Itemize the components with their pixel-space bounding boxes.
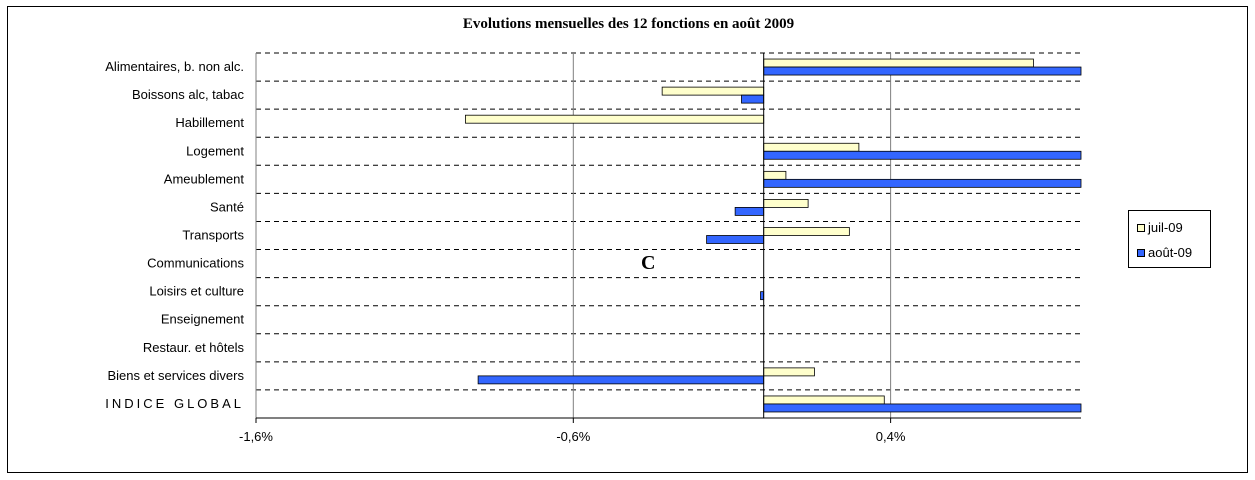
stray-annotation: C (641, 252, 655, 274)
category-label: Enseignement (161, 312, 244, 327)
legend-swatch-aout (1137, 248, 1145, 257)
legend-label-aout: août-09 (1148, 245, 1193, 260)
category-label: INDICE GLOBAL (105, 396, 244, 411)
bar-aout (763, 66, 1082, 76)
bar-aout (734, 207, 765, 216)
x-tick-label: 0,4% (876, 429, 906, 444)
bar-aout (763, 150, 1082, 160)
grid (255, 52, 1081, 419)
category-label: Santé (210, 199, 244, 214)
bar-aout (763, 178, 1082, 188)
legend-item-juil: juil-09 (1137, 220, 1183, 235)
category-label: Habillement (175, 115, 244, 130)
x-tick-label: -1,6% (239, 429, 273, 444)
bar-juil (763, 142, 860, 152)
category-label: Communications (147, 256, 244, 271)
bar-aout (477, 375, 765, 385)
bar-juil (763, 367, 815, 377)
bar-juil (763, 170, 787, 180)
bar-aout (741, 94, 765, 104)
bar-juil (763, 58, 1034, 68)
axes (255, 53, 1081, 423)
legend-swatch-juil (1137, 223, 1145, 232)
bar-juil (763, 199, 809, 208)
chart-title: Evolutions mensuelles des 12 fonctions e… (462, 16, 795, 32)
bar-aout (763, 403, 1082, 413)
chart-frame: Evolutions mensuelles des 12 fonctions e… (7, 6, 1248, 473)
bars (465, 58, 1082, 413)
bar-juil (763, 227, 850, 236)
legend: juil-09 août-09 (1128, 210, 1211, 268)
category-label: Ameublement (164, 171, 245, 186)
bar-juil (763, 395, 885, 405)
bar-aout (706, 235, 765, 244)
labels: -1,6% -0,6% 0,4% Alimentaires, b. non alc. B… (105, 59, 906, 444)
legend-item-aout: août-09 (1137, 245, 1192, 260)
category-label: Loisirs et culture (149, 284, 244, 299)
category-label: Boissons alc, tabac (132, 87, 245, 102)
category-label: Biens et services divers (107, 368, 244, 383)
category-label: Alimentaires, b. non alc. (105, 59, 244, 74)
bar-juil (661, 86, 765, 96)
x-tick-label: -0,6% (556, 429, 590, 444)
category-label: Restaur. et hôtels (143, 340, 245, 355)
chart-plot: -1,6% -0,6% 0,4% Alimentaires, b. non alc. B… (105, 52, 1082, 444)
category-label: Logement (186, 143, 244, 158)
category-label: Transports (182, 228, 244, 243)
legend-label-juil: juil-09 (1148, 220, 1183, 235)
bar-juil (465, 114, 765, 124)
